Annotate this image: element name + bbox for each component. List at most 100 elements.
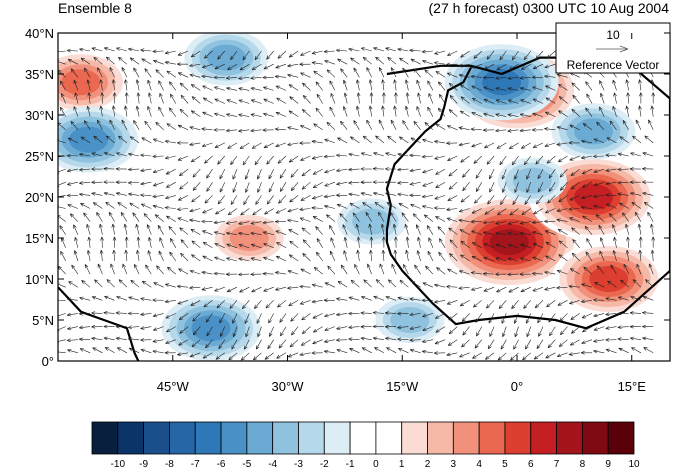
wind-vector (474, 339, 483, 349)
wind-vector (177, 50, 189, 56)
wind-vector (323, 349, 335, 354)
wind-vector (423, 214, 434, 222)
wind-vector (251, 63, 262, 70)
wind-vector (337, 137, 348, 144)
wind-vector (519, 86, 531, 91)
wind-vector (409, 348, 421, 354)
wind-vector (275, 142, 287, 148)
wind-vector (532, 98, 544, 104)
wind-vector (278, 339, 287, 349)
wind-vector (277, 300, 287, 308)
wind-vector (519, 221, 531, 225)
wind-vector (168, 226, 177, 235)
wind-vector (569, 300, 580, 305)
wind-vector (348, 296, 360, 301)
wind-vector (166, 70, 176, 78)
wind-vector (86, 224, 91, 235)
wind-vector (373, 295, 385, 301)
wind-vector (290, 168, 299, 178)
wind-vector (356, 79, 360, 91)
wind-vector (250, 272, 262, 277)
wind-vector (625, 105, 629, 117)
wind-vector (336, 203, 348, 209)
wind-vector (348, 337, 360, 341)
wind-vector (509, 208, 519, 216)
wind-vector (413, 68, 421, 78)
wind-vector (313, 123, 323, 131)
wind-vector (311, 155, 323, 160)
anomaly-contour (574, 184, 613, 210)
wind-vector (596, 121, 605, 131)
wind-vector (287, 218, 299, 223)
wind-vector (586, 93, 593, 104)
wind-vector (511, 300, 519, 310)
y-tick-label: 10°N (25, 272, 54, 287)
wind-vector (226, 286, 238, 293)
wind-vector (83, 212, 91, 222)
wind-vector (291, 326, 299, 336)
wind-vector (67, 349, 78, 354)
wind-vector (109, 119, 115, 130)
wind-vector (571, 82, 580, 91)
wind-vector (92, 202, 103, 209)
wind-vector (300, 125, 311, 131)
wind-vector (115, 324, 127, 329)
colorbar-tick-label: -2 (320, 459, 329, 470)
wind-vector (362, 56, 372, 65)
wind-vector (311, 206, 323, 210)
wind-vector (556, 73, 568, 78)
wind-vector (524, 195, 532, 205)
wind-vector (311, 351, 323, 355)
wind-vector (350, 136, 360, 144)
wind-vector (631, 202, 642, 209)
wind-vector (324, 60, 336, 65)
wind-vector (531, 128, 544, 132)
wind-vector (132, 212, 140, 222)
wind-vector (275, 63, 287, 69)
wind-vector (104, 347, 115, 354)
wind-vector (507, 99, 519, 104)
wind-vector (299, 300, 311, 305)
wind-vector (580, 205, 593, 210)
wind-vector (111, 223, 116, 235)
wind-vector (642, 295, 654, 301)
wind-vector (190, 228, 201, 235)
wind-vector (240, 208, 250, 216)
wind-vector (522, 352, 531, 361)
wind-vector (409, 326, 421, 330)
wind-vector (245, 326, 250, 338)
wind-vector (302, 239, 311, 249)
wind-vector (301, 326, 311, 335)
wind-vector (313, 267, 323, 275)
wind-vector (422, 60, 433, 65)
wind-vector (378, 211, 385, 222)
wind-vector (585, 251, 593, 262)
wind-vector (112, 236, 117, 248)
wind-vector (190, 300, 201, 306)
wind-vector (532, 86, 544, 91)
wind-vector (360, 311, 372, 315)
wind-vector (448, 227, 458, 235)
wind-vector (369, 236, 374, 248)
wind-vector (204, 155, 213, 164)
wind-vector (251, 142, 262, 149)
wind-vector (274, 219, 286, 224)
wind-vector (471, 256, 482, 262)
wind-vector (91, 192, 103, 196)
wind-vector (316, 93, 323, 104)
wind-vector (159, 237, 164, 248)
wind-vector (569, 268, 580, 275)
wind-vector (417, 236, 421, 248)
wind-vector (622, 212, 629, 222)
wind-vector (74, 92, 79, 104)
wind-vector (130, 279, 140, 288)
wind-vector (115, 311, 127, 315)
wind-vector (124, 105, 128, 117)
wind-vector (176, 141, 189, 145)
wind-vector (642, 191, 654, 196)
wind-vector (255, 195, 262, 205)
wind-vector (189, 218, 201, 223)
wind-vector (435, 181, 446, 189)
reference-vector-label: Reference Vector (567, 58, 660, 72)
wind-vector (91, 296, 103, 301)
